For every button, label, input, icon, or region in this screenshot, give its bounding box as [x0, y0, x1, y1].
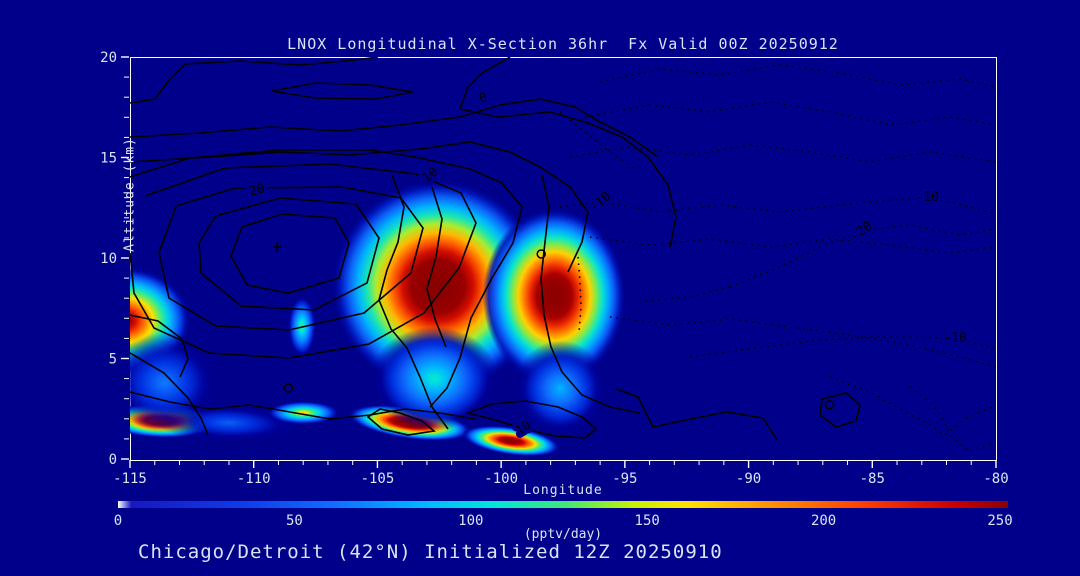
dotted-contour	[559, 111, 636, 170]
contour-label: -10	[587, 189, 615, 216]
dotted-contour	[689, 336, 996, 358]
run-caption: Chicago/Detroit (42°N) Initialized 12Z 2…	[138, 541, 723, 563]
solid-contour	[615, 388, 778, 441]
dotted-contour	[584, 101, 996, 126]
solid-contour	[458, 57, 677, 248]
y-tick-label: 5	[109, 352, 117, 368]
solid-contour	[158, 186, 424, 331]
dotted-contour	[829, 376, 996, 436]
colorbar-gradient	[118, 501, 1008, 508]
solid-contour	[366, 408, 436, 436]
contour-extremum-marker	[824, 400, 835, 410]
dotted-contour	[569, 144, 996, 163]
y-tick-label: 20	[100, 50, 117, 66]
contour-label: -20	[848, 219, 876, 245]
contour-label: 0	[477, 90, 488, 107]
contour-minimum-marker	[273, 241, 282, 252]
x-axis-title: Longitude	[523, 483, 603, 498]
heat-feature-main-plume-west	[331, 179, 545, 393]
plot-title: LNOX Longitudinal X-Section 36hr Fx Vali…	[287, 35, 839, 53]
contour-label: 20	[248, 181, 267, 200]
contour-extremum-marker	[283, 383, 294, 393]
dotted-contour	[559, 196, 996, 215]
x-tick-label: -90	[736, 471, 761, 487]
x-tick-label: -110	[237, 471, 271, 487]
solid-contour	[130, 141, 589, 273]
contour-extremum-marker	[536, 249, 546, 259]
solid-contour	[378, 174, 449, 430]
contour-line-layer	[130, 57, 996, 453]
dotted-contour	[909, 386, 996, 453]
solid-contour	[130, 57, 379, 104]
solid-contour	[130, 163, 477, 359]
solid-contour	[130, 352, 209, 436]
heat-feature-west-midlevel-halo	[130, 332, 222, 433]
y-tick-label: 0	[109, 452, 117, 468]
y-tick-label: 10	[100, 251, 117, 267]
solid-contour	[426, 186, 447, 348]
colorbar-tick-label: 100	[458, 513, 484, 529]
solid-contour	[130, 149, 523, 408]
colorbar-tick-label: 0	[113, 513, 123, 529]
solid-contour	[130, 391, 476, 420]
solid-contour	[819, 392, 861, 428]
y-tick-label: 15	[100, 151, 117, 167]
y-axis-title: Altitude (km)	[122, 137, 138, 252]
heat-feature-lowlevel-spot	[266, 400, 341, 425]
solid-contour	[465, 400, 598, 439]
dotted-contour	[599, 64, 996, 88]
colorbar-tick-label: 50	[285, 513, 303, 529]
colorbar-tick-label: 200	[810, 513, 837, 529]
x-tick-label: -95	[612, 471, 637, 487]
x-tick-label: -105	[361, 471, 395, 487]
contour-label: -10	[915, 190, 938, 205]
colorbar-tick-label: 150	[634, 513, 660, 529]
solid-contour	[130, 314, 189, 378]
solid-contour	[130, 98, 659, 158]
heat-feature-central-surface-streak-e	[461, 425, 561, 457]
x-tick-label: -85	[860, 471, 885, 487]
heatmap-fill-layer	[130, 179, 627, 457]
heat-feature-main-west-low-halo	[370, 326, 499, 431]
dotted-contour	[639, 286, 731, 303]
solid-contour	[540, 174, 641, 414]
x-tick-label: -80	[983, 471, 1008, 487]
x-tick-label: -115	[113, 471, 147, 487]
colorbar-units: (pptv/day)	[523, 527, 603, 542]
heat-feature-main-east-low-halo	[513, 340, 608, 437]
x-tick-label: -100	[484, 471, 518, 487]
heat-feature-main-plume-east	[482, 207, 627, 385]
colorbar-tick-label: 250	[987, 513, 1013, 529]
dotted-contour	[609, 316, 996, 368]
contour-label: -10	[943, 331, 966, 346]
solid-contour	[271, 82, 414, 100]
solid-contour	[198, 197, 380, 311]
dotted-contour	[589, 236, 996, 254]
solid-contour	[230, 213, 350, 294]
